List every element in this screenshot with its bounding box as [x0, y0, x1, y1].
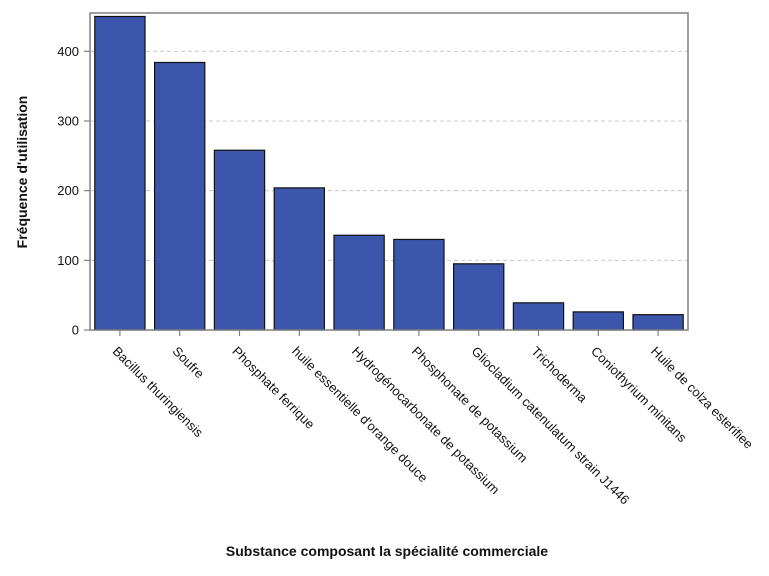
bar	[153, 61, 206, 331]
x-tick-label: Trichoderma	[528, 344, 590, 406]
x-axis-title: Substance composant la spécialité commer…	[226, 543, 548, 559]
bar	[333, 234, 385, 331]
y-tick-label: 100	[57, 253, 79, 268]
bar	[512, 302, 565, 331]
bars	[94, 15, 684, 331]
y-axis: 0 100 200 300 400	[57, 44, 90, 338]
bar	[94, 15, 146, 331]
bar	[273, 187, 326, 331]
y-tick-label: 300	[57, 113, 79, 128]
x-tick-label: Huile de colza esterifiee	[648, 344, 756, 452]
y-tick-label: 200	[57, 183, 79, 198]
x-tick-label: Phosphonate de potassium	[409, 344, 531, 466]
bar	[632, 314, 684, 331]
y-tick-label: 0	[72, 323, 79, 338]
bar	[452, 263, 505, 331]
bar	[393, 238, 445, 331]
bar	[213, 149, 266, 331]
x-tick-label: Soufre	[170, 344, 208, 382]
y-tick-label: 400	[57, 44, 79, 59]
bar	[572, 311, 625, 331]
y-axis-title: Fréquence d'utilisation	[14, 96, 30, 249]
plot-frame	[89, 12, 689, 331]
